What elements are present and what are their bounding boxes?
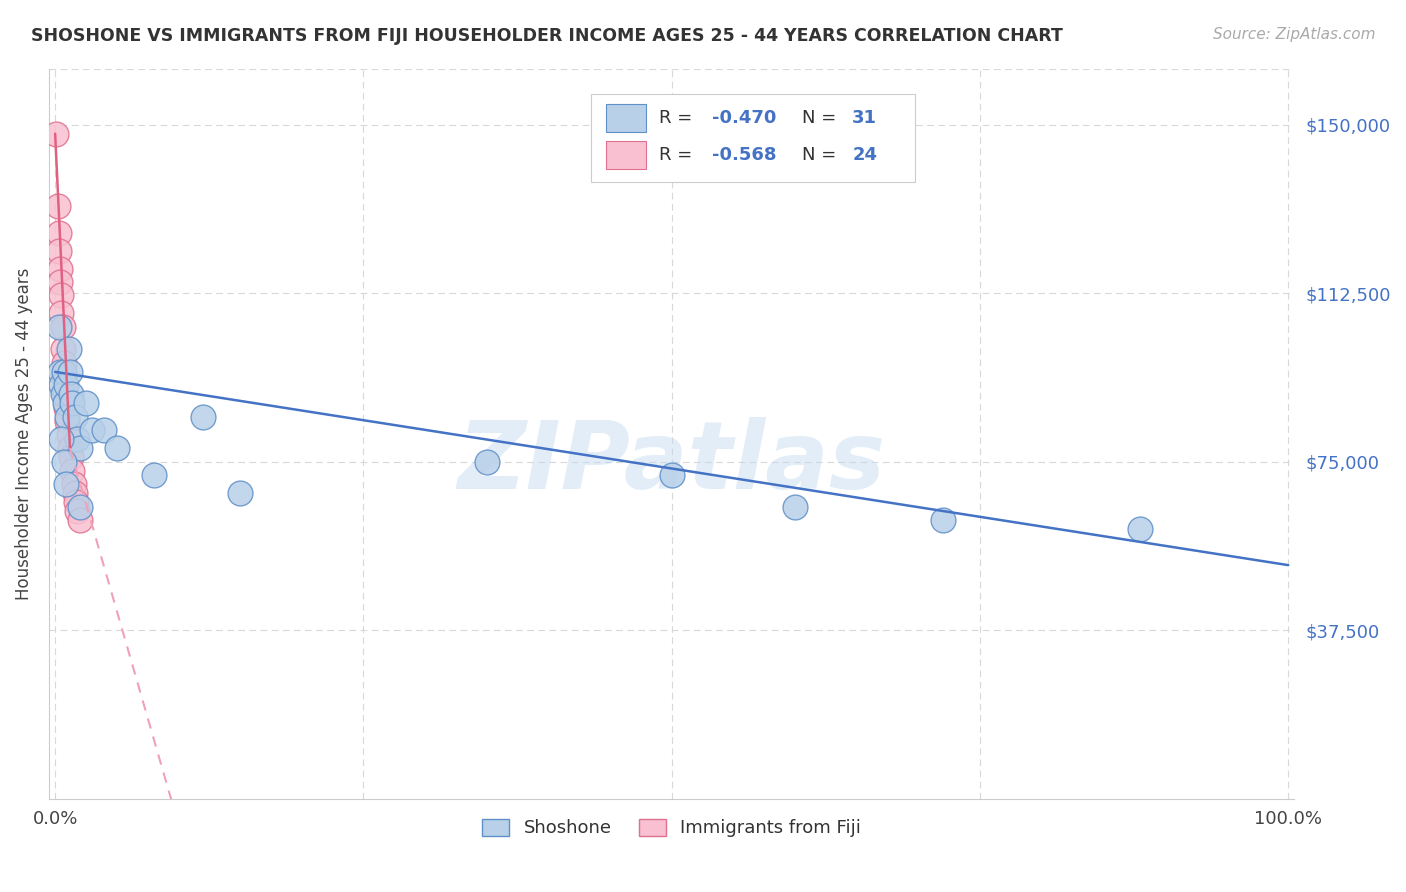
Point: [1129, 522, 1152, 536]
Y-axis label: Householder Income Ages 25 - 44 years: Householder Income Ages 25 - 44 years: [15, 268, 32, 599]
Text: -0.470: -0.470: [711, 109, 776, 128]
FancyBboxPatch shape: [606, 104, 645, 132]
Text: 31: 31: [852, 109, 877, 128]
Point: [82, 423, 104, 437]
Point: [56, 414, 79, 428]
Point: [52, 365, 75, 379]
Point: [49, 365, 72, 379]
Point: [51, 387, 73, 401]
Point: [51, 320, 73, 334]
Point: [65, 495, 87, 509]
Point: [45, 127, 67, 141]
Point: [58, 343, 80, 357]
Point: [60, 396, 83, 410]
Point: [69, 513, 91, 527]
Point: [51, 343, 73, 357]
Point: [49, 275, 72, 289]
Point: [51, 432, 73, 446]
Point: [55, 378, 77, 392]
Point: [49, 261, 72, 276]
Point: [60, 464, 83, 478]
Point: [191, 409, 214, 424]
Text: 24: 24: [852, 145, 877, 164]
Point: [48, 244, 70, 258]
Point: [51, 378, 73, 392]
Point: [53, 396, 76, 410]
Point: [53, 387, 76, 401]
Point: [62, 477, 84, 491]
Point: [48, 320, 70, 334]
Point: [66, 504, 89, 518]
Point: [60, 450, 83, 465]
Point: [783, 500, 806, 514]
Point: [63, 486, 86, 500]
Point: [56, 409, 79, 424]
Point: [48, 226, 70, 240]
Text: N =: N =: [803, 145, 842, 164]
Text: ZIPatlas: ZIPatlas: [457, 417, 886, 509]
FancyBboxPatch shape: [606, 141, 645, 169]
Point: [55, 401, 77, 415]
Text: -0.568: -0.568: [711, 145, 776, 164]
Text: SHOSHONE VS IMMIGRANTS FROM FIJI HOUSEHOLDER INCOME AGES 25 - 44 YEARS CORRELATI: SHOSHONE VS IMMIGRANTS FROM FIJI HOUSEHO…: [31, 27, 1063, 45]
Point: [66, 432, 89, 446]
Point: [58, 427, 80, 442]
Point: [661, 468, 683, 483]
FancyBboxPatch shape: [591, 94, 914, 182]
Point: [46, 198, 69, 212]
Text: N =: N =: [803, 109, 842, 128]
Point: [63, 409, 86, 424]
Point: [932, 513, 955, 527]
Text: R =: R =: [659, 145, 699, 164]
Point: [475, 455, 498, 469]
Point: [229, 486, 252, 500]
Point: [51, 306, 73, 320]
Point: [69, 500, 91, 514]
Point: [51, 288, 73, 302]
Point: [59, 442, 82, 456]
Point: [93, 423, 115, 437]
Text: Source: ZipAtlas.com: Source: ZipAtlas.com: [1212, 27, 1375, 42]
Point: [52, 455, 75, 469]
Point: [60, 387, 83, 401]
Legend: Shoshone, Immigrants from Fiji: Shoshone, Immigrants from Fiji: [475, 812, 869, 845]
Text: R =: R =: [659, 109, 699, 128]
Point: [75, 396, 97, 410]
Point: [55, 477, 77, 491]
Point: [59, 365, 82, 379]
Point: [142, 468, 165, 483]
Point: [69, 442, 91, 456]
Point: [52, 356, 75, 370]
Point: [52, 369, 75, 384]
Point: [105, 442, 128, 456]
